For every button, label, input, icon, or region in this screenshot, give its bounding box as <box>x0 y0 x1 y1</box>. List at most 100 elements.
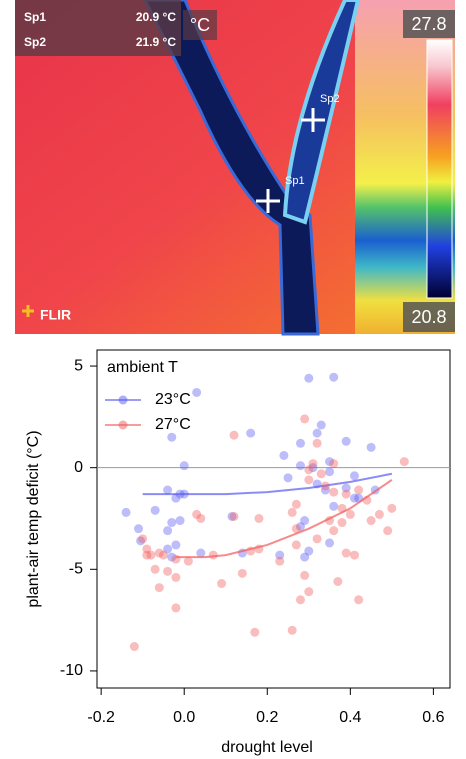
x-axis-label: drought level <box>221 739 313 756</box>
point <box>295 595 305 605</box>
y-tick-label: 5 <box>74 357 83 374</box>
point <box>291 524 301 534</box>
point <box>287 507 297 517</box>
unit-box <box>183 10 217 40</box>
point <box>295 522 305 532</box>
brand-logo <box>22 305 34 317</box>
point <box>320 481 330 491</box>
legend-label: 23°C <box>155 391 191 408</box>
point <box>134 524 144 534</box>
y-tick-label: -10 <box>60 662 83 679</box>
point <box>329 372 339 382</box>
point <box>287 625 297 635</box>
point <box>227 511 237 521</box>
legend-marker <box>118 395 128 405</box>
point <box>300 414 310 424</box>
point <box>279 450 289 460</box>
point <box>171 554 181 564</box>
point <box>154 548 164 558</box>
point <box>333 576 343 586</box>
point <box>179 461 189 471</box>
point <box>142 544 152 554</box>
point <box>142 550 152 560</box>
legend-marker <box>118 420 128 430</box>
point <box>308 459 318 469</box>
point <box>312 534 322 544</box>
unit: °C <box>190 15 210 35</box>
point <box>316 420 326 430</box>
marker-label: Sp1 <box>285 175 305 187</box>
x-tick-label: -0.2 <box>87 709 115 726</box>
spot-label: Sp1 <box>24 10 46 24</box>
point <box>304 475 314 485</box>
point <box>163 485 173 495</box>
point <box>158 550 168 560</box>
point <box>308 463 318 473</box>
point <box>171 603 181 613</box>
point <box>304 587 314 597</box>
point <box>387 503 397 513</box>
point <box>196 513 206 523</box>
point <box>121 507 131 517</box>
point <box>167 432 177 442</box>
fit-line <box>142 472 393 496</box>
point <box>304 465 314 475</box>
point <box>354 595 364 605</box>
point <box>138 534 148 544</box>
thermal-image: Sp1 20.9 °C Sp2 21.9 °C °C 27.8 20.8 FLI… <box>15 0 455 336</box>
marker-cross <box>256 189 280 213</box>
point <box>399 457 409 467</box>
point <box>345 509 355 519</box>
point <box>275 550 285 560</box>
point <box>283 473 293 483</box>
point <box>175 516 185 526</box>
spot-label: Sp2 <box>24 35 46 49</box>
point <box>254 513 264 523</box>
point <box>349 471 359 481</box>
point <box>354 485 364 495</box>
point <box>237 568 247 578</box>
point <box>300 516 310 526</box>
point <box>329 487 339 497</box>
point <box>192 387 202 397</box>
point <box>295 438 305 448</box>
scale-box <box>403 302 455 332</box>
brand: FLIR <box>40 307 71 323</box>
point <box>183 556 193 566</box>
point <box>374 509 384 519</box>
point <box>229 430 239 440</box>
point <box>366 442 376 452</box>
point <box>341 436 351 446</box>
point <box>171 540 181 550</box>
point <box>341 548 351 558</box>
spike <box>282 0 361 225</box>
point <box>171 493 181 503</box>
point <box>304 546 314 556</box>
point <box>163 544 173 554</box>
y-axis-label: plant-air temp deficit (°C) <box>25 430 42 607</box>
spot-value: 21.9 °C <box>136 35 176 49</box>
marker-label: Sp2 <box>320 93 340 105</box>
point <box>275 556 285 566</box>
point <box>129 642 139 652</box>
scale-min: 20.8 <box>411 307 446 327</box>
fit-line <box>175 479 393 559</box>
point <box>341 489 351 499</box>
point <box>325 467 335 477</box>
point <box>150 505 160 515</box>
point <box>337 518 347 528</box>
y-tick-label: -5 <box>69 561 83 578</box>
point <box>316 469 326 479</box>
point <box>325 538 335 548</box>
spot-panel <box>15 0 181 56</box>
marker-cross <box>301 108 325 132</box>
point <box>163 526 173 536</box>
scale-box <box>403 10 455 38</box>
legend-label: 27°C <box>155 416 191 433</box>
point <box>192 509 202 519</box>
point <box>349 493 359 503</box>
legend-title: ambient T <box>107 359 178 376</box>
plot-frame <box>96 349 451 689</box>
point <box>366 516 376 526</box>
scale-max: 27.8 <box>411 14 446 34</box>
